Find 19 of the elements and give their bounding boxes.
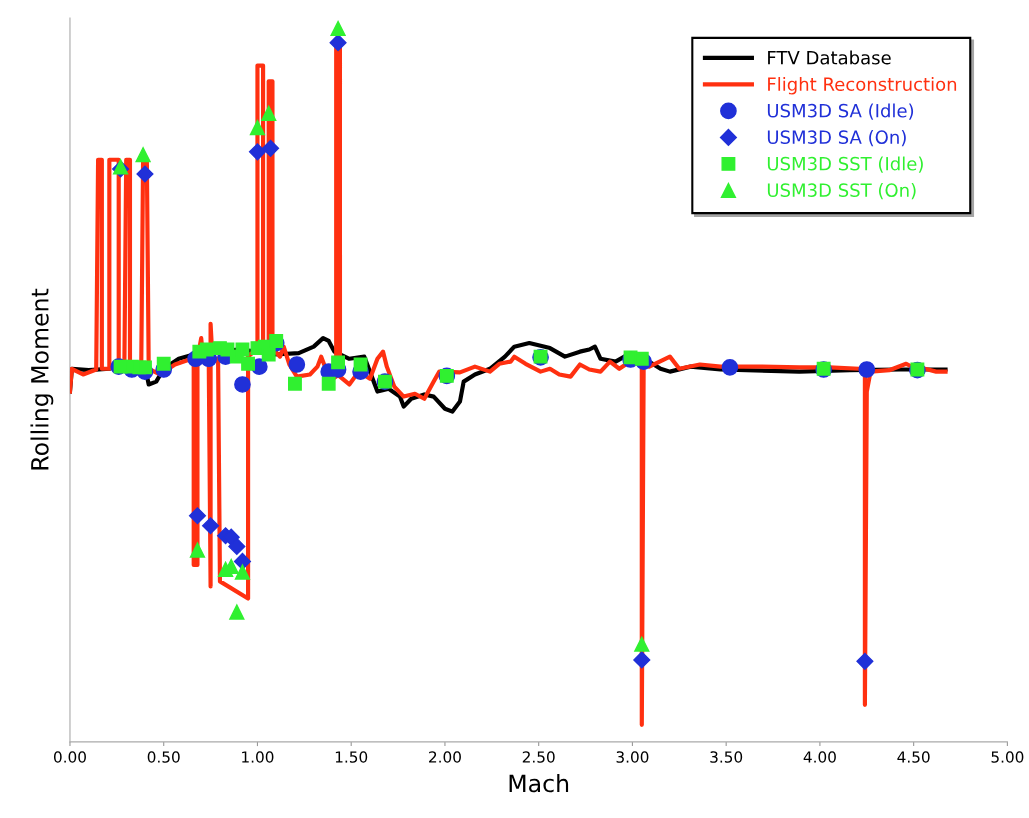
x-tick-label: 2.00 [429, 751, 461, 763]
x-tick-label: 4.00 [803, 751, 836, 763]
x-tick-label: 5.00 [991, 751, 1024, 763]
legend-label: USM3D SA (Idle) [767, 103, 914, 120]
x-axis-title: Mach [509, 774, 569, 793]
legend-label: USM3D SA (On) [767, 130, 906, 147]
x-tick-label: 3.00 [616, 751, 649, 763]
x-tick-label: 2.50 [522, 751, 555, 763]
x-tick-label: 1.50 [335, 751, 368, 763]
legend-label: Flight Reconstruction [768, 77, 957, 95]
legend-label: USM3D SST (On) [767, 183, 916, 200]
legend-label: USM3D SST (Idle) [767, 156, 923, 173]
y-axis-title: Rolling Moment [30, 288, 54, 470]
x-tick-label: 3.50 [710, 751, 743, 763]
x-tick-label: 1.00 [242, 751, 274, 763]
x-tick-label: 4.50 [897, 751, 930, 763]
x-tick-label: 0.50 [147, 751, 180, 763]
x-tick-label: 0.00 [53, 751, 86, 763]
legend-label: FTV Database [768, 50, 891, 65]
